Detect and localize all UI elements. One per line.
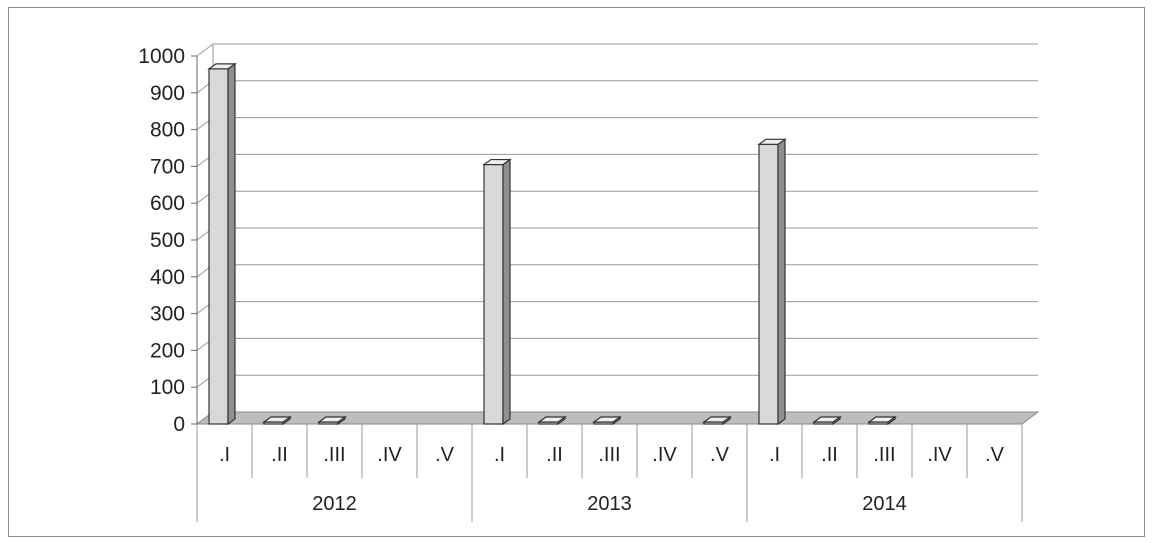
bar xyxy=(207,62,237,426)
chart-labels: 0 100 200 300 400 500 600 700 800 900 1000 .I .II .II… xyxy=(138,45,1004,515)
bar-top xyxy=(262,416,292,423)
bar xyxy=(317,415,347,426)
bar-top xyxy=(317,416,347,423)
y-tick-label: 200 xyxy=(150,339,185,362)
bar-top xyxy=(812,416,842,423)
bar xyxy=(867,415,897,426)
y-tick-label: 500 xyxy=(150,229,185,252)
category-label: .III xyxy=(873,444,895,466)
category-label: .II xyxy=(821,444,838,466)
bar xyxy=(262,415,292,426)
category-label: .IV xyxy=(652,444,677,466)
y-tick-label: 400 xyxy=(150,266,185,289)
group-label: 2014 xyxy=(862,493,907,515)
gridline-side xyxy=(196,43,214,57)
group-label: 2013 xyxy=(587,493,632,515)
bar-top xyxy=(482,158,512,166)
y-tick-label: 800 xyxy=(150,119,185,142)
category-label: .III xyxy=(323,444,345,466)
bar-front xyxy=(208,68,229,425)
category-label: .II xyxy=(271,444,288,466)
category-label: .V xyxy=(985,444,1005,466)
category-label: .IV xyxy=(927,444,952,466)
bar-top xyxy=(537,416,567,423)
bar xyxy=(537,415,567,426)
bar xyxy=(702,415,732,426)
chart-back-wall xyxy=(196,43,1038,425)
bar-front xyxy=(483,163,504,425)
bar-side xyxy=(502,158,511,426)
bar-top xyxy=(592,416,622,423)
bar-top xyxy=(207,63,237,70)
chart-bars xyxy=(207,62,897,426)
category-label: .I xyxy=(494,444,505,466)
y-tick-label: 300 xyxy=(150,303,185,326)
group-label: 2012 xyxy=(312,493,357,515)
y-tick-label: 700 xyxy=(150,155,185,178)
bar-front xyxy=(758,143,779,425)
bar xyxy=(757,138,787,426)
bar-top xyxy=(867,416,897,423)
y-tick-label: 0 xyxy=(173,413,185,436)
bar xyxy=(812,415,842,426)
category-label: .I xyxy=(219,444,230,466)
bar-top xyxy=(757,138,787,145)
y-tick-label: 600 xyxy=(150,192,185,215)
category-label: .V xyxy=(710,444,730,466)
category-label: .II xyxy=(546,444,563,466)
bar-top xyxy=(702,416,732,423)
chart-axes xyxy=(191,55,1023,522)
category-label: .IV xyxy=(377,444,402,466)
category-label: .III xyxy=(598,444,620,466)
category-label: .I xyxy=(769,444,780,466)
bar xyxy=(482,158,512,426)
bar-side xyxy=(227,62,236,426)
bar xyxy=(592,415,622,426)
y-tick-label: 900 xyxy=(150,82,185,105)
y-tick-label: 100 xyxy=(150,376,185,399)
bar-side xyxy=(777,138,786,426)
category-label: .V xyxy=(435,444,455,466)
y-tick-label: 1000 xyxy=(138,45,185,68)
